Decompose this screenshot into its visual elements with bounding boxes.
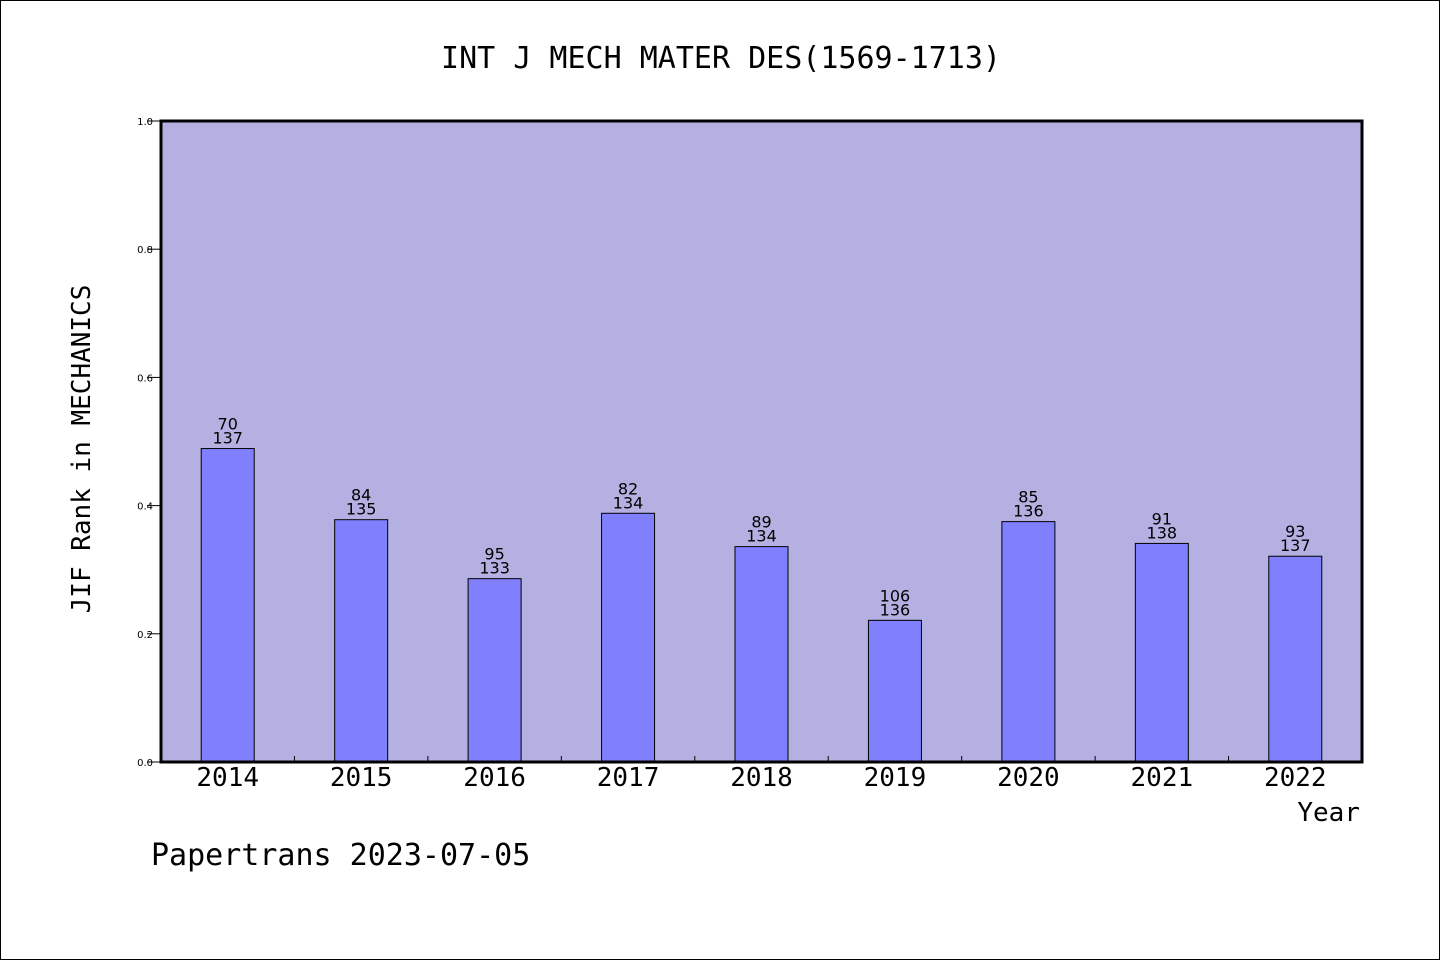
bar-total-label: 137 (212, 429, 243, 448)
y-tick-label: 0.2 (137, 630, 153, 641)
bar-rank-label: 89 (751, 513, 771, 532)
y-tick-label: 1.0 (137, 117, 153, 128)
bar-2019 (867, 619, 922, 763)
x-tick-label: 2019 (864, 763, 927, 793)
y-tick-label: 0.4 (137, 502, 153, 513)
bar-2016 (467, 578, 522, 763)
bar-2015 (334, 519, 389, 763)
x-tick-label: 2021 (1131, 763, 1194, 793)
bar-rank-label: 95 (484, 545, 504, 564)
bar-2020 (1001, 521, 1056, 763)
bar-total-label: 134 (613, 493, 644, 512)
footer-note: Papertrans 2023-07-05 (151, 838, 530, 873)
x-axis-label: Year (1297, 798, 1360, 828)
bar-rank-label: 70 (218, 415, 238, 434)
x-tick-label: 2014 (196, 763, 259, 793)
bar-total-label: 133 (479, 559, 510, 578)
x-tick-label: 2018 (730, 763, 793, 793)
bar-total-label: 138 (1147, 523, 1178, 542)
bar-rank-label: 85 (1018, 488, 1038, 507)
y-axis-label: JIF Rank in MECHANICS (67, 285, 97, 614)
x-tick-label: 2015 (330, 763, 393, 793)
bar-total-label: 136 (880, 600, 911, 619)
x-axis: 2014 2015 2016 2017 2018 2019 2020 2021 2022 (196, 756, 1327, 793)
bar-2017 (601, 512, 656, 763)
bar-total-label: 136 (1013, 502, 1044, 521)
bar-rank-label: 84 (351, 486, 371, 505)
bar-total-label: 135 (346, 500, 377, 519)
bar-2018 (734, 546, 789, 763)
y-tick-label: 0.0 (137, 758, 153, 769)
bar-total-label: 134 (746, 527, 777, 546)
y-tick-label: 0.8 (137, 245, 153, 256)
bar-rank-label: 91 (1152, 509, 1172, 528)
plot-border (159, 119, 1364, 764)
bar-2014 (200, 448, 255, 763)
chart-title: INT J MECH MATER DES(1569-1713) (441, 41, 1001, 76)
bar-2022 (1268, 555, 1323, 763)
x-tick-label: 2020 (997, 763, 1060, 793)
bar-total-label: 137 (1280, 536, 1311, 555)
bar-2021 (1134, 542, 1189, 763)
x-tick-label: 2016 (463, 763, 526, 793)
x-tick-label: 2017 (597, 763, 660, 793)
y-tick-label: 0.6 (137, 373, 153, 384)
bar-rank-label: 93 (1285, 522, 1305, 541)
x-tick-label: 2022 (1264, 763, 1327, 793)
bar-rank-label: 82 (618, 479, 638, 498)
y-axis: 0.0 0.2 0.4 0.6 0.8 1.0 (137, 117, 161, 769)
bar-rank-label: 106 (880, 586, 911, 605)
